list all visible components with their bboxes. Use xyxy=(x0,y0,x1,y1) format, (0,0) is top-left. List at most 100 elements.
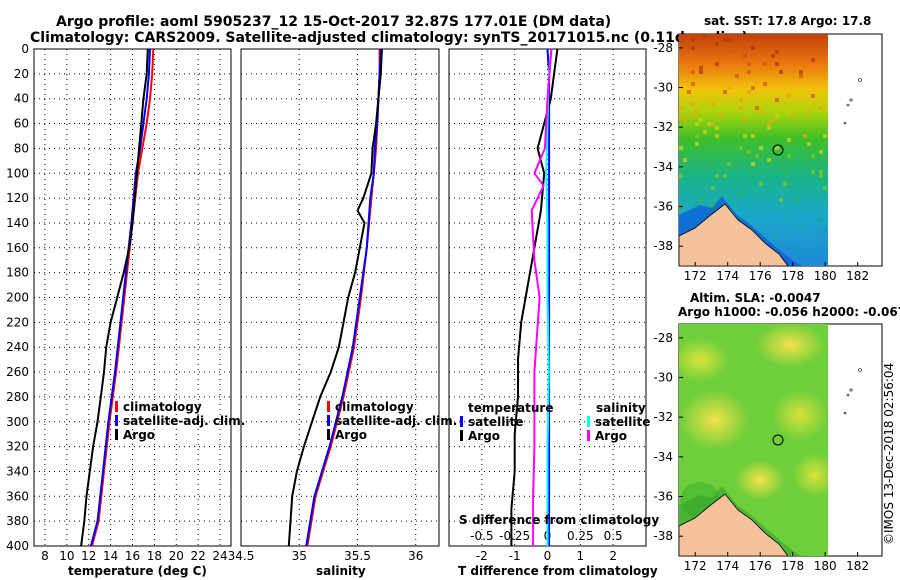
sst-pixel xyxy=(811,58,815,62)
map-lat-label: -32 xyxy=(653,410,673,424)
x-tick-label: 14 xyxy=(103,549,118,563)
sst-pixel xyxy=(775,62,779,66)
title-line1: Argo profile: aoml 5905237_12 15-Oct-201… xyxy=(56,14,611,30)
x-tick-label: 1 xyxy=(577,549,585,563)
sst-pixel xyxy=(763,82,767,86)
sst-pixel xyxy=(691,102,695,106)
sst-pixel xyxy=(759,110,763,114)
sst-argo-position-marker xyxy=(772,144,784,156)
map-lon-label: 174 xyxy=(716,269,739,283)
legend-temperature-title: temperature xyxy=(468,401,553,415)
sla-blob xyxy=(793,453,828,497)
sst-pixel xyxy=(715,126,719,130)
sst-pixel xyxy=(747,62,751,66)
sst-pixel xyxy=(715,134,719,138)
sst-pixel xyxy=(699,118,703,122)
temperature-grid xyxy=(34,48,231,547)
x-tick-label: 18 xyxy=(147,549,162,563)
x-tick-label: -2 xyxy=(476,549,488,563)
depth-tick-label: 280 xyxy=(6,390,29,404)
sla-argo-position-marker xyxy=(772,434,784,446)
legend-climatology-swatch xyxy=(327,401,330,412)
sst-pixel xyxy=(679,174,683,178)
sst-pixel xyxy=(799,70,803,74)
sst-pixel xyxy=(699,70,703,74)
sst-pixel xyxy=(783,182,787,186)
map-lat-label: -38 xyxy=(653,239,673,253)
sst-pixel xyxy=(755,106,759,110)
depth-tick-label: 20 xyxy=(14,67,29,81)
legend-satellite-label: satellite-adj. clim. xyxy=(335,414,457,428)
sst-pixel xyxy=(783,170,787,174)
x-tick-label: -1 xyxy=(509,549,521,563)
sst-pixel xyxy=(719,114,723,118)
depth-axis-ticks: 0 20 40 60 80 100 120 140 160 180 200 220 240 260 280 3… xyxy=(6,42,29,553)
sst-pixel xyxy=(751,162,755,166)
sst-pixel xyxy=(787,94,791,98)
map-lat-label: -38 xyxy=(653,529,673,543)
depth-tick-label: 380 xyxy=(6,514,29,528)
salinity-axis-ticks: 34.5 35 35.5 36 xyxy=(228,549,424,563)
x-tick-label: 12 xyxy=(81,549,96,563)
x-tick-label: 20 xyxy=(169,549,184,563)
salinity-profiles xyxy=(287,48,383,547)
sst-islands xyxy=(843,78,862,125)
sst-pixel xyxy=(747,90,751,94)
sst-pixel xyxy=(687,90,691,94)
island-2 xyxy=(849,388,853,392)
sst-pixel xyxy=(683,118,687,122)
series-satellite-adj-clim- xyxy=(305,48,382,547)
sst-pixel xyxy=(751,46,755,50)
sst-pixel xyxy=(691,46,695,50)
map-lon-label: 180 xyxy=(814,559,837,573)
s-diff-tick-label: -0.5 xyxy=(470,529,493,543)
sst-pixel xyxy=(727,162,731,166)
sst-pixel xyxy=(823,230,827,234)
legend-s-satellite-swatch xyxy=(587,416,590,427)
depth-tick-label: 40 xyxy=(14,92,29,106)
sst-pixel xyxy=(751,134,755,138)
legend-satellite-swatch xyxy=(115,415,118,426)
sla-blob xyxy=(679,338,730,382)
depth-tick-label: 320 xyxy=(6,440,29,454)
sst-pixel xyxy=(823,186,827,190)
map-lon-label: 174 xyxy=(716,559,739,573)
depth-tick-label: 400 xyxy=(6,539,29,553)
new-zealand-land xyxy=(679,203,789,266)
legend-t-argo-label: Argo xyxy=(468,429,500,443)
island-3 xyxy=(846,393,850,397)
sst-pixel xyxy=(727,86,731,90)
map-lat-label: -34 xyxy=(653,160,673,174)
sst-pixel xyxy=(767,158,771,162)
map-lon-label: 172 xyxy=(684,269,707,283)
x-tick-label: 10 xyxy=(59,549,74,563)
x-tick-label: 22 xyxy=(191,549,206,563)
sla-blob xyxy=(735,460,785,500)
depth-tick-label: 200 xyxy=(6,291,29,305)
sst-pixel xyxy=(695,202,699,206)
legend-climatology-label: climatology xyxy=(123,400,202,414)
map-lon-label: 176 xyxy=(749,559,772,573)
map-lon-label: 182 xyxy=(846,269,869,283)
t-diff-axis-ticks: -2 -1 0 1 2 xyxy=(476,549,617,563)
map-lat-label: -30 xyxy=(653,371,673,385)
temperature-axis-ticks: 8 10 12 14 16 18 20 22 24 xyxy=(41,549,228,563)
sst-pixel xyxy=(779,198,783,202)
island-3 xyxy=(846,103,850,107)
depth-tick-label: 140 xyxy=(6,216,29,230)
sst-pixel xyxy=(739,190,743,194)
sst-pixel xyxy=(787,246,791,250)
sst-pixel xyxy=(759,146,763,150)
sst-pixel xyxy=(711,102,715,106)
sst-pixel xyxy=(823,178,827,182)
new-zealand-land xyxy=(679,493,789,556)
sst-pixel xyxy=(711,202,715,206)
sst-pixel xyxy=(795,246,799,250)
sla-islands xyxy=(843,368,862,415)
sst-pixel xyxy=(767,126,771,130)
sst-pixel xyxy=(691,114,695,118)
sla-blob xyxy=(680,390,750,450)
sst-pixel xyxy=(819,150,823,154)
sst-pixel xyxy=(695,110,699,114)
s-diff-tick-label: -0.25 xyxy=(499,529,530,543)
